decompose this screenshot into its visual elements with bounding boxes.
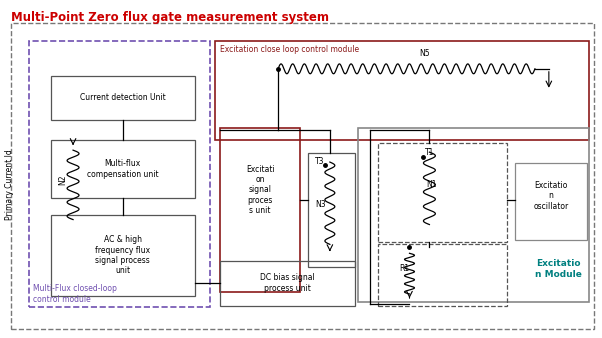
Text: Excitatio
n Module: Excitatio n Module xyxy=(535,259,582,279)
Bar xyxy=(308,153,355,267)
Text: Current detection Unit: Current detection Unit xyxy=(80,93,166,102)
Bar xyxy=(51,215,196,296)
Text: N3: N3 xyxy=(315,200,326,209)
Bar xyxy=(358,128,589,302)
Text: Excitation close loop control module: Excitation close loop control module xyxy=(220,45,359,54)
Text: AC & high
frequency flux
signal process
unit: AC & high frequency flux signal process … xyxy=(95,235,150,275)
Bar xyxy=(29,41,211,307)
Text: R1: R1 xyxy=(400,264,410,273)
Bar xyxy=(216,41,589,140)
Bar xyxy=(220,128,300,292)
Text: Multi-Point Zero flux gate measurement system: Multi-Point Zero flux gate measurement s… xyxy=(11,11,329,24)
Text: T1: T1 xyxy=(425,148,434,157)
Bar xyxy=(220,261,355,306)
Text: Multi-Flux closed-loop
control module: Multi-Flux closed-loop control module xyxy=(33,285,117,304)
Text: Primary Current Id: Primary Current Id xyxy=(5,149,14,220)
Bar xyxy=(51,76,196,120)
Text: Multi-flux
compensation unit: Multi-flux compensation unit xyxy=(87,159,159,179)
Text: N2: N2 xyxy=(58,175,67,185)
Text: N1: N1 xyxy=(426,180,437,189)
Text: DC bias signal
process unit: DC bias signal process unit xyxy=(259,273,314,293)
Bar xyxy=(51,140,196,198)
Text: T3: T3 xyxy=(315,157,324,166)
Text: N5: N5 xyxy=(420,49,430,58)
Text: Excitatio
n
oscillator: Excitatio n oscillator xyxy=(533,181,568,211)
Bar xyxy=(377,244,507,306)
Bar xyxy=(377,143,507,242)
Text: Excitati
on
signal
proces
s unit: Excitati on signal proces s unit xyxy=(246,165,275,215)
Bar xyxy=(515,163,587,240)
